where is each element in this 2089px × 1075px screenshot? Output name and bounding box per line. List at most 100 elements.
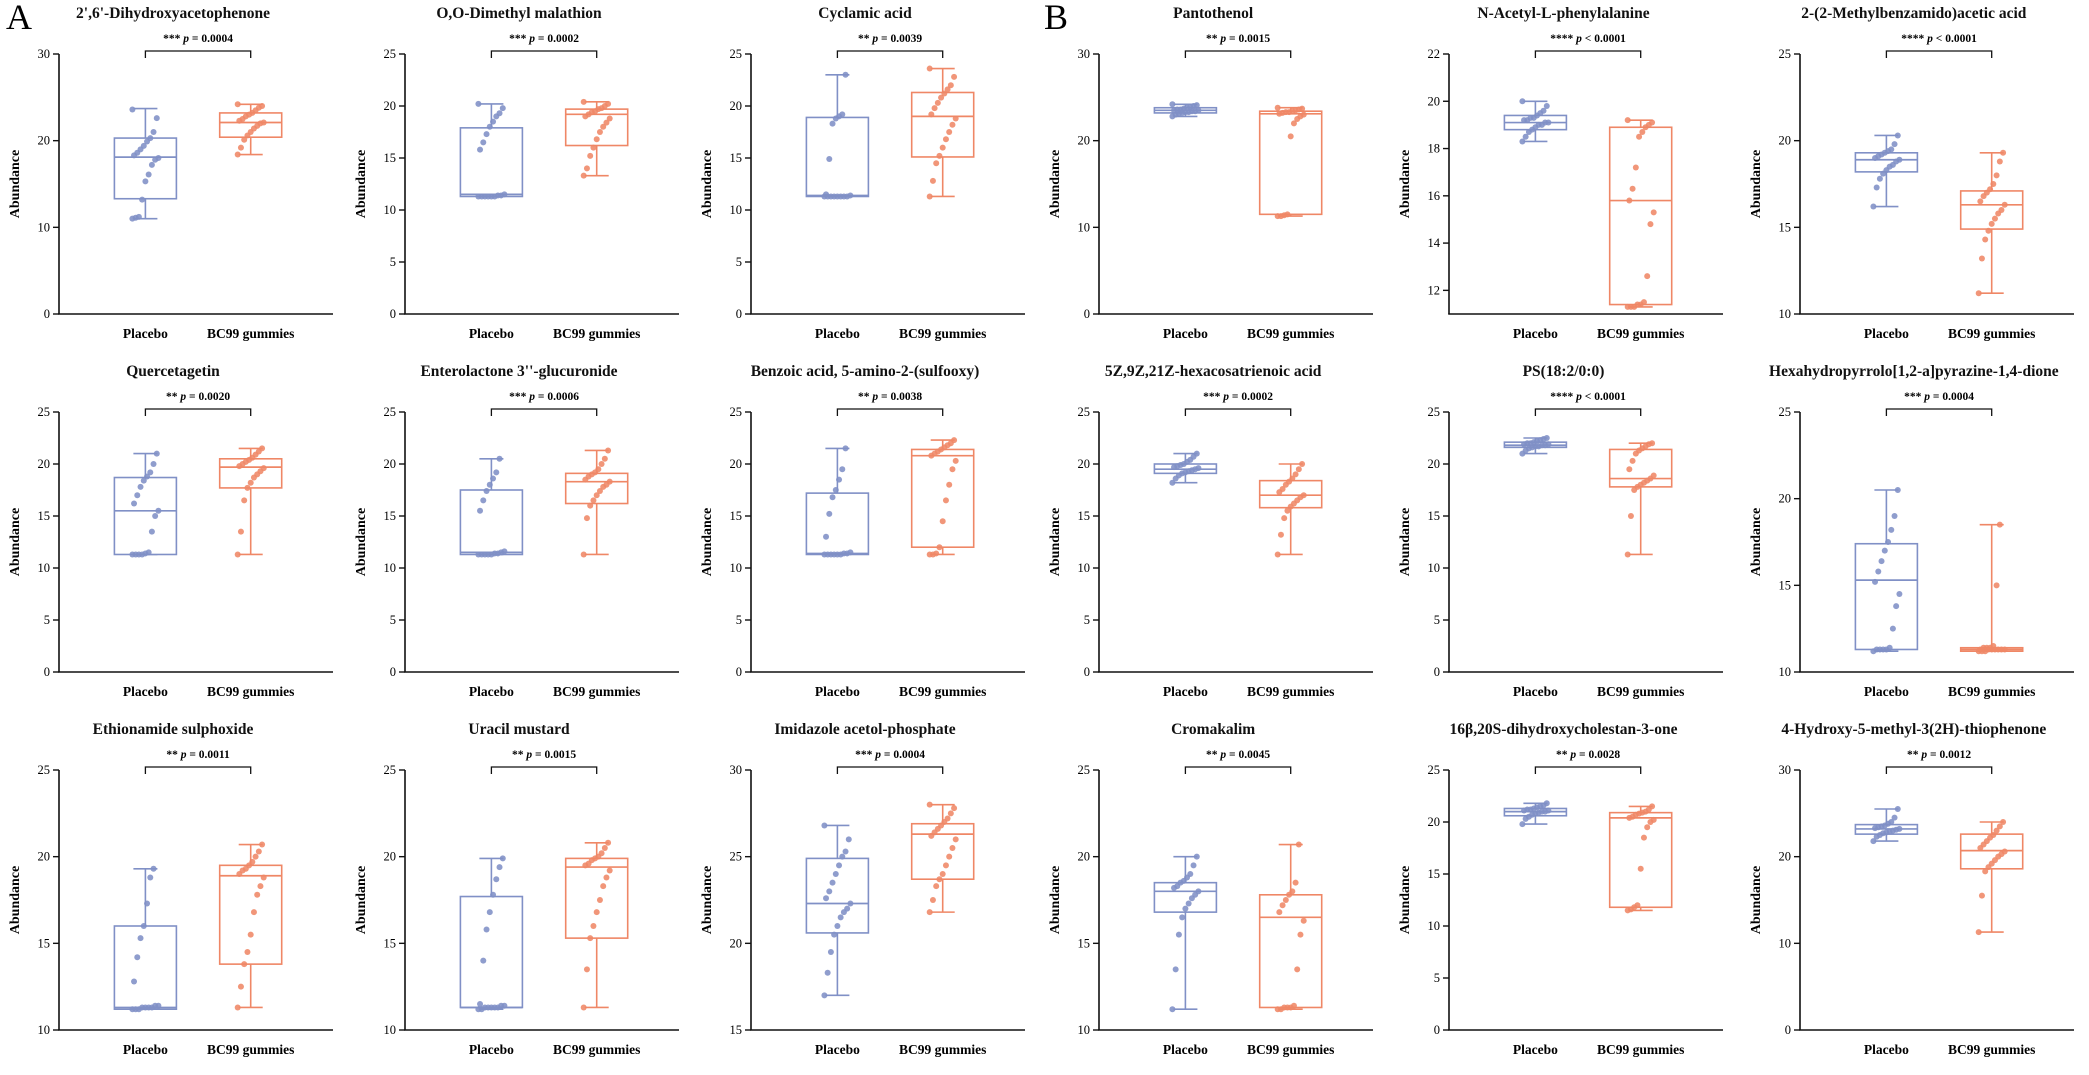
- data-point: [1289, 475, 1296, 482]
- boxplot-canvas: ** p = 0.0028 0 5 10 15 20 25 Abundance Placebo B…: [1398, 749, 1724, 1057]
- y-axis-label: Abundance: [700, 866, 715, 934]
- data-point: [1985, 227, 1992, 234]
- data-point: [147, 135, 154, 142]
- significance-bracket: [1885, 50, 1993, 58]
- y-tick-label: 25: [384, 405, 397, 419]
- x-tick-label: Placebo: [1864, 684, 1909, 699]
- x-tick-label: Placebo: [1864, 326, 1909, 341]
- significance-label: ** p = 0.0015: [1206, 33, 1270, 45]
- data-point: [1894, 487, 1901, 493]
- x-tick-label: BC99 gummies: [1597, 684, 1684, 699]
- data-point: [829, 494, 836, 501]
- data-point: [1993, 582, 2000, 589]
- y-tick-label: 0: [390, 665, 396, 679]
- data-point: [247, 931, 254, 938]
- y-axis-label: Abundance: [1749, 866, 1764, 934]
- box-group-bc99: BC99 gummies: [207, 445, 294, 699]
- data-point: [1633, 164, 1640, 171]
- data-point: [583, 966, 590, 973]
- data-point: [155, 155, 162, 161]
- data-point: [590, 923, 597, 929]
- box-group-bc99: BC99 gummies: [899, 65, 986, 341]
- data-point: [1190, 862, 1197, 869]
- y-tick-label: 20: [1428, 94, 1441, 108]
- significance-bracket: [490, 766, 598, 774]
- data-point: [496, 110, 503, 117]
- significance-bracket: [1535, 766, 1642, 774]
- data-point: [237, 528, 244, 535]
- box-group-bc99: BC99 gummies: [207, 841, 294, 1057]
- y-tick-label: 10: [1078, 1023, 1091, 1037]
- box-group-placebo: Placebo: [459, 100, 524, 341]
- data-point: [486, 123, 493, 130]
- subplot-B2: N-Acetyl-L-phenylalanine **** p < 0.0001 1…: [1388, 0, 1738, 358]
- data-point: [1894, 806, 1901, 812]
- plot-title: 5Z,9Z,21Z-hexacosatrienoic acid: [1104, 363, 1322, 380]
- box: [1259, 110, 1323, 216]
- data-point: [587, 502, 594, 509]
- y-tick-label: 20: [38, 457, 51, 471]
- box-group-bc99: BC99 gummies: [1948, 521, 2035, 699]
- y-tick-label: 20: [384, 457, 397, 471]
- y-tick-label: 15: [730, 151, 743, 165]
- significance-label: *** p = 0.0004: [855, 749, 925, 761]
- data-point: [148, 528, 155, 535]
- data-point: [605, 100, 612, 107]
- boxplot-canvas: ** p = 0.0011 10 15 20 25 Abundance Placebo BC9…: [8, 749, 333, 1057]
- box-group-bc99: BC99 gummies: [1948, 819, 2035, 1057]
- subplot-B4: 5Z,9Z,21Z-hexacosatrienoic acid *** p = 0…: [1038, 358, 1388, 716]
- data-point: [951, 805, 958, 812]
- data-point: [2001, 646, 2008, 653]
- data-point: [1193, 450, 1200, 457]
- data-point: [1996, 823, 2003, 830]
- y-axis-label: Abundance: [1398, 508, 1413, 576]
- box: [459, 489, 524, 556]
- y-tick-label: 5: [1084, 613, 1090, 627]
- data-point: [150, 461, 157, 467]
- plot-title: N-Acetyl-L-phenylalanine: [1477, 5, 1650, 22]
- box-group-placebo: Placebo: [1854, 132, 1919, 341]
- data-point: [1626, 466, 1633, 473]
- data-point: [1990, 643, 1997, 649]
- significance-bracket: [1184, 766, 1292, 774]
- y-tick-label: 15: [1078, 936, 1091, 950]
- data-point: [1647, 221, 1654, 228]
- y-axis-label: Abundance: [8, 866, 23, 934]
- data-point: [134, 492, 141, 499]
- data-point: [598, 850, 605, 857]
- box-group-bc99: BC99 gummies: [553, 839, 640, 1057]
- data-point: [1881, 547, 1888, 554]
- box-group-placebo: Placebo: [459, 455, 524, 699]
- data-point: [831, 931, 838, 938]
- data-point: [942, 136, 949, 143]
- significance-label: *** p = 0.0004: [163, 33, 233, 45]
- y-tick-label: 5: [1434, 613, 1440, 627]
- y-tick-label: 25: [38, 763, 51, 777]
- data-point: [1996, 521, 2003, 528]
- data-point: [823, 533, 830, 540]
- y-axis-label: Abundance: [354, 508, 369, 576]
- data-point: [1625, 117, 1632, 124]
- significance-label: **** p < 0.0001: [1551, 33, 1627, 45]
- data-point: [1999, 819, 2006, 825]
- x-tick-label: Placebo: [469, 684, 514, 699]
- data-point: [1294, 966, 1301, 973]
- y-tick-label: 10: [1778, 307, 1791, 321]
- subplot-B5: PS(18:2/0:0) **** p < 0.0001 0 5 10 15 20 25 Abu…: [1388, 358, 1738, 716]
- axes: 10 15 20 25 Abundance: [1048, 763, 1374, 1037]
- data-point: [1300, 917, 1307, 924]
- y-tick-label: 25: [1428, 405, 1441, 419]
- data-point: [1634, 902, 1641, 909]
- axes: 0 5 10 15 20 25 Abundance: [1048, 405, 1374, 679]
- data-point: [951, 73, 958, 80]
- significance-label: ** p = 0.0011: [166, 749, 230, 761]
- y-tick-label: 10: [1078, 220, 1091, 234]
- data-point: [1896, 591, 1903, 597]
- data-point: [254, 891, 261, 898]
- data-point: [1644, 824, 1651, 831]
- subplot-A9: Imidazole acetol-phosphate *** p = 0.0004…: [692, 716, 1038, 1074]
- x-tick-label: BC99 gummies: [553, 684, 640, 699]
- data-point: [1641, 299, 1648, 306]
- box-group-placebo: Placebo: [805, 445, 870, 699]
- y-tick-label: 5: [736, 255, 742, 269]
